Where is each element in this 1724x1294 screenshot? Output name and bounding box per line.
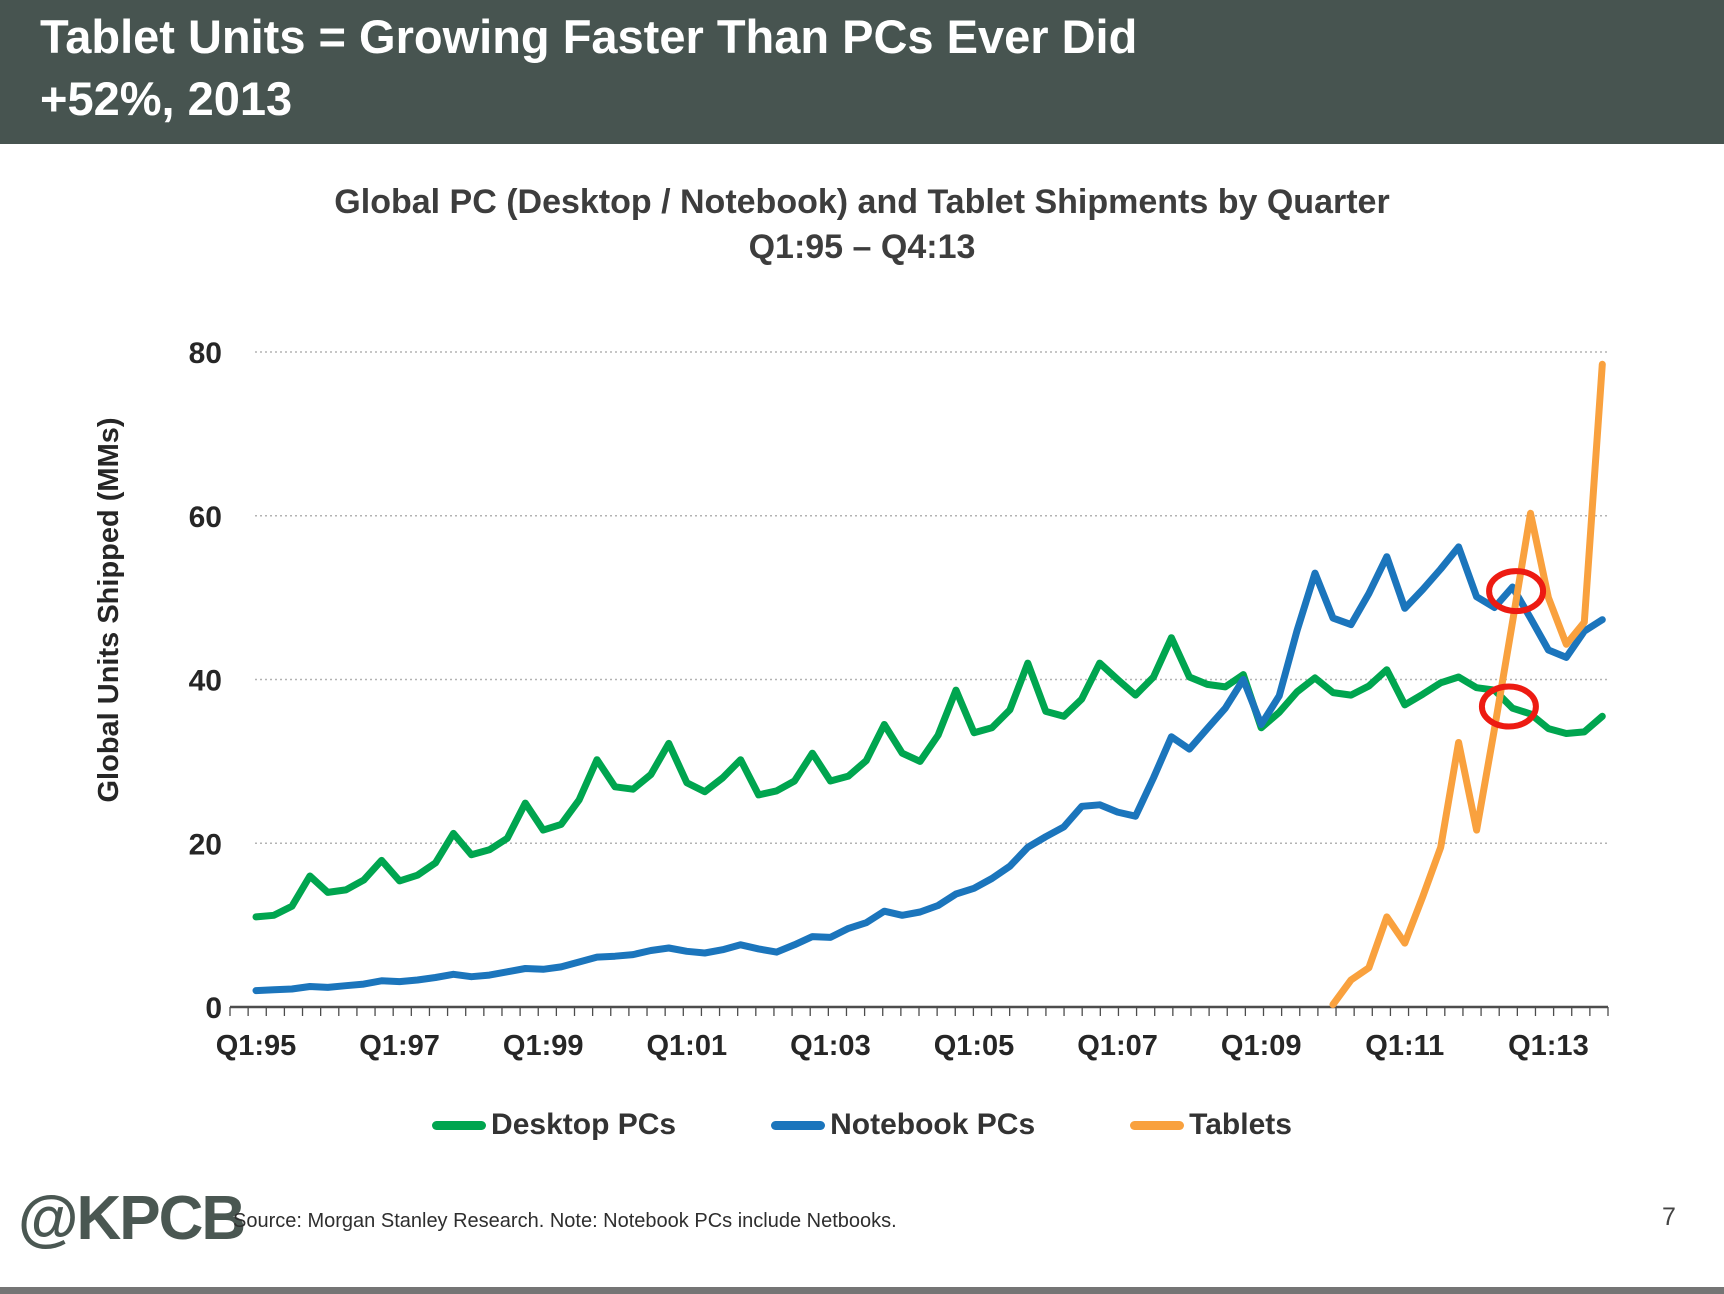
chart-legend: Desktop PCs Notebook PCs Tablets (0, 1108, 1724, 1142)
x-tick-label: Q1:95 (216, 1030, 297, 1062)
series-line-notebook-pcs (252, 543, 1606, 995)
source-note: Source: Morgan Stanley Research. Note: N… (233, 1210, 897, 1232)
legend-item-notebook-pcs: Notebook PCs (771, 1108, 1035, 1142)
x-tick-label: Q1:97 (359, 1030, 440, 1062)
slide-title-line2: +52%, 2013 (40, 72, 293, 125)
tablets-line-swatch (1130, 1120, 1185, 1130)
chart-title-line1: Global PC (Desktop / Notebook) and Table… (334, 183, 1390, 221)
notebook-pcs-line-swatch (771, 1120, 826, 1130)
chart-area: 0 20 40 60 80 Q1:95 Q1:97 Q1:99 Q1:01 Q1:03 Q1:05 Q… (0, 270, 1724, 1090)
page-number: 7 (1662, 1203, 1676, 1231)
slide-title-line1: Tablet Units = Growing Faster Than PCs E… (40, 10, 1138, 63)
highlight-circle-tablets-cross-desktop-pcs (1478, 683, 1539, 730)
bottom-bar (0, 1287, 1724, 1294)
series-line-desktop-pcs (252, 634, 1606, 921)
x-tick-label: Q1:01 (646, 1030, 727, 1062)
y-tick-label: 80 (189, 337, 222, 370)
x-tick-label: Q1:13 (1508, 1030, 1589, 1062)
y-tick-label: 20 (189, 828, 222, 861)
highlight-circle-tablets-cross-notebook-pcs (1486, 568, 1547, 615)
chart-title-line2: Q1:95 – Q4:13 (748, 228, 976, 266)
x-tick-label: Q1:11 (1365, 1030, 1444, 1062)
series-line-tablets (1329, 360, 1606, 1008)
legend-label-notebook-pcs: Notebook PCs (830, 1108, 1036, 1141)
chart-title: Global PC (Desktop / Notebook) and Table… (100, 180, 1624, 270)
line-chart: 0 20 40 60 80 Q1:95 Q1:97 Q1:99 Q1:01 Q1:03 Q1:05 Q… (93, 337, 1609, 1062)
desktop-pcs-line-swatch (432, 1120, 487, 1130)
legend-label-desktop-pcs: Desktop PCs (491, 1108, 677, 1141)
y-tick-label: 0 (205, 992, 222, 1025)
y-axis-title: Global Units Shipped (MMs) (93, 417, 125, 802)
x-tick-label: Q1:05 (934, 1030, 1015, 1062)
slide-header: Tablet Units = Growing Faster Than PCs E… (0, 0, 1724, 144)
x-tick-label: Q1:07 (1077, 1030, 1158, 1062)
legend-item-desktop-pcs: Desktop PCs (432, 1108, 676, 1142)
legend-item-tablets: Tablets (1130, 1108, 1292, 1142)
legend-label-tablets: Tablets (1189, 1108, 1292, 1141)
y-tick-label: 40 (189, 665, 222, 698)
x-tick-label: Q1:03 (790, 1030, 871, 1062)
y-tick-label: 60 (189, 501, 222, 534)
x-tick-label: Q1:09 (1221, 1030, 1302, 1062)
x-tick-label: Q1:99 (503, 1030, 584, 1062)
kpcb-logo: @KPCB (18, 1184, 246, 1253)
